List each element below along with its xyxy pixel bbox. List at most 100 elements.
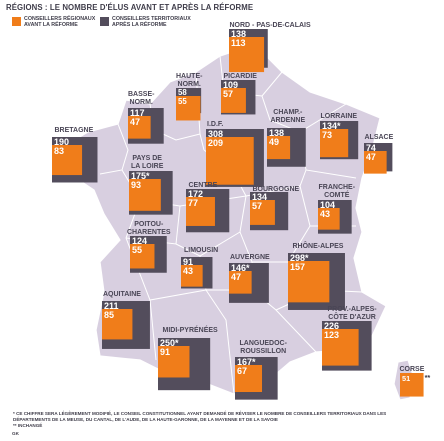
regional-square-franche-comte — [318, 208, 340, 230]
territorial-value-ile-de-france: 308 — [208, 129, 224, 139]
territorial-value-languedoc-roussillon: 167* — [237, 357, 256, 367]
territorial-value-aquitaine: 211 — [104, 301, 119, 311]
regional-value-poitou-charentes: 55 — [132, 245, 143, 255]
territorial-value-nord-pas-de-calais: 138 — [231, 29, 247, 39]
regional-value-picardie: 57 — [223, 89, 234, 99]
regional-value-nord-pas-de-calais: 113 — [231, 38, 246, 48]
territorial-value-basse-normandie: 117 — [130, 108, 145, 118]
region-label-corse: CORSE — [399, 366, 425, 373]
regional-value-pays-de-la-loire: 93 — [131, 180, 142, 190]
region-border — [99, 123, 129, 175]
legend-territorial-swatch — [100, 17, 109, 26]
region-label-lorraine: LORRAINE — [320, 113, 358, 120]
territorial-value-poitou-charentes: 124 — [132, 236, 148, 246]
region-border — [261, 95, 347, 133]
territorial-value-pays-de-la-loire: 175* — [131, 171, 150, 181]
region-label-alsace: ALSACE — [364, 134, 394, 141]
territorial-value-lorraine: 134* — [322, 121, 341, 131]
territorial-value-alsace: 74 — [366, 143, 376, 153]
territorial-value-bourgogne: 134 — [252, 192, 268, 202]
legend-regional: CONSEILLERS RÉGIONAUX AVANT LA RÉFORME — [12, 16, 110, 28]
region-label-auvergne: AUVERGNE — [230, 254, 270, 261]
region-border — [205, 289, 235, 395]
region-label-picardie: PICARDIE — [223, 73, 257, 80]
regional-square-ile-de-france — [206, 137, 254, 185]
regional-square-languedoc-roussillon — [235, 365, 263, 393]
region-label-midi-pyrenees: MIDI-PYRÉNÉES — [162, 327, 218, 334]
regional-value-franche-comte: 43 — [320, 209, 331, 219]
source-credit: GK — [12, 431, 19, 436]
regional-square-nord-pas-de-calais — [229, 37, 265, 73]
regional-value-limousin: 43 — [183, 266, 194, 276]
territorial-value-bretagne: 190 — [54, 137, 70, 147]
regional-square-centre — [186, 197, 215, 226]
legend-territorial: CONSEILLERS TERRITORIAUX APRÈS LA RÉFORM… — [100, 16, 198, 28]
legend-regional-swatch — [12, 17, 21, 26]
regional-square-basse-normandie — [128, 116, 151, 139]
regional-value-auvergne: 47 — [231, 272, 242, 282]
regional-square-rhone-alpes — [288, 261, 330, 303]
regional-value-ile-de-france: 209 — [208, 138, 224, 148]
regional-value-midi-pyrenees: 91 — [160, 347, 171, 357]
region-label-aquitaine: AQUITAINE — [103, 291, 141, 298]
regional-value-rhone-alpes: 157 — [290, 262, 306, 272]
region-label-ile-de-france: I.D.F. — [207, 121, 224, 128]
regional-value-provence-alpes-cote-dazur: 123 — [324, 330, 340, 340]
region-label-limousin: LIMOUSIN — [184, 247, 219, 254]
value-squares — [52, 29, 424, 400]
territorial-value-champagne-ardenne: 138 — [269, 128, 285, 138]
regional-value-corse: 51 — [402, 374, 411, 383]
region-label-pays-de-la-loire: PAYS DE LA LOIRE — [131, 155, 164, 170]
regional-value-aquitaine: 85 — [104, 310, 115, 320]
region-label-nord-pas-de-calais: NORD - PAS-DE-CALAIS — [229, 22, 311, 29]
regional-square-lorraine — [320, 129, 349, 158]
regional-square-picardie — [221, 88, 246, 113]
regional-square-limousin — [181, 265, 203, 287]
regional-square-poitou-charentes — [130, 244, 155, 269]
regional-square-champagne-ardenne — [267, 136, 291, 160]
territorial-value-franche-comte: 104 — [320, 200, 336, 210]
regional-value-bourgogne: 57 — [252, 201, 263, 211]
region-label-languedoc-roussillon: LANGUEDOC- ROUSSILLON — [239, 340, 287, 355]
regional-square-auvergne — [229, 271, 252, 294]
regional-value-languedoc-roussillon: 67 — [237, 366, 248, 376]
regional-square-alsace — [364, 151, 387, 174]
legend-territorial-label: CONSEILLERS TERRITORIAUX APRÈS LA RÉFORM… — [112, 16, 191, 28]
map-title: RÉGIONS : LE NOMBRE D'ÉLUS AVANT ET APRÈ… — [6, 3, 254, 12]
region-label-rhone-alpes: RHÔNE-ALPES — [292, 243, 344, 250]
regional-square-aquitaine — [102, 309, 133, 340]
regional-square-bourgogne — [250, 200, 275, 225]
regional-square-haute-normandie — [176, 96, 201, 121]
regional-square-pays-de-la-loire — [129, 179, 161, 211]
territorial-value-haute-normandie: 58 — [178, 88, 187, 97]
territorial-value-provence-alpes-cote-dazur: 226 — [324, 321, 340, 331]
regional-square-provence-alpes-cote-dazur — [322, 329, 359, 366]
region-border — [239, 225, 311, 263]
regional-value-centre: 77 — [188, 198, 199, 208]
region-label-bretagne: BRETAGNE — [54, 127, 94, 134]
region-label-poitou-charentes: POITOU- CHARENTES — [127, 221, 171, 236]
territorial-value-corse: ** — [424, 373, 431, 382]
region-border — [149, 299, 157, 361]
regional-value-alsace: 47 — [366, 152, 376, 162]
regional-value-bretagne: 83 — [54, 146, 65, 156]
region-label-bourgogne: BOURGOGNE — [252, 186, 300, 193]
regional-value-haute-normandie: 55 — [178, 97, 187, 106]
territorial-value-limousin: 91 — [183, 257, 194, 267]
region-label-centre: CENTRE — [188, 182, 218, 189]
footnote-double-asterisk: ** INCHANGÉ — [13, 423, 43, 428]
territorial-value-rhone-alpes: 298* — [290, 253, 309, 263]
regional-value-champagne-ardenne: 49 — [269, 137, 280, 147]
regional-square-midi-pyrenees — [158, 346, 190, 378]
regional-value-basse-normandie: 47 — [130, 117, 141, 127]
legend-regional-label: CONSEILLERS RÉGIONAUX AVANT LA RÉFORME — [24, 16, 96, 28]
region-label-champagne-ardenne: CHAMP.- ARDENNE — [270, 109, 306, 124]
territorial-value-auvergne: 146* — [231, 263, 250, 273]
territorial-value-midi-pyrenees: 250* — [160, 338, 179, 348]
regional-value-lorraine: 73 — [322, 130, 333, 140]
region-label-franche-comte: FRANCHE- COMTÉ — [318, 184, 356, 199]
footnote-asterisk: * CE CHIFFRE SERA LÉGÈREMENT MODIFIÉ, LE… — [13, 411, 387, 422]
territorial-value-centre: 172 — [188, 189, 204, 199]
